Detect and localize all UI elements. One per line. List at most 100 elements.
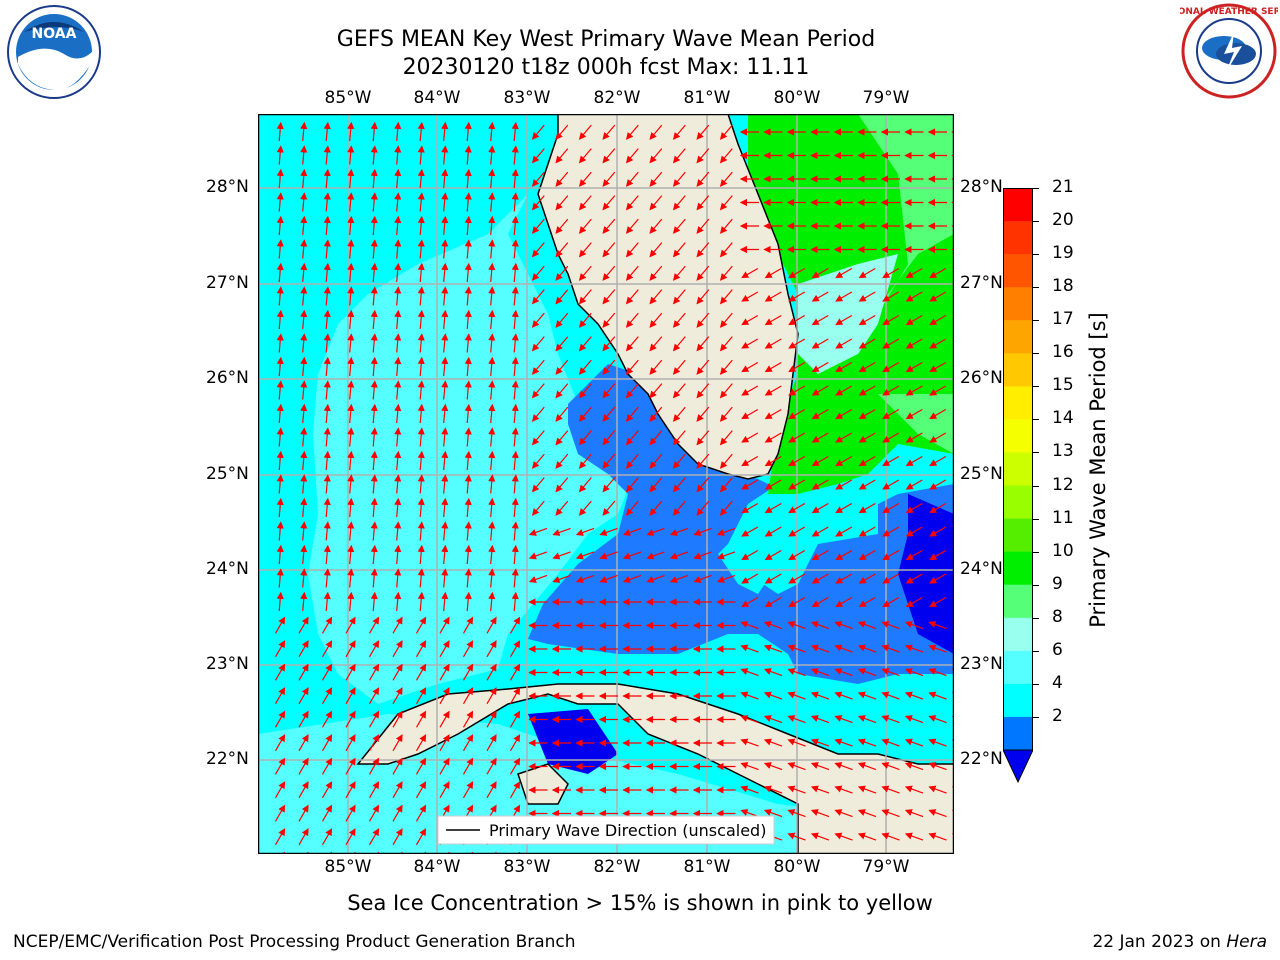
wave-arrow: [810, 762, 830, 771]
wave-arrow: [300, 427, 308, 447]
wave-arrow: [300, 591, 308, 612]
wave-arrow: [555, 195, 569, 211]
wave-arrow: [787, 832, 806, 841]
wave-arrow: [929, 338, 947, 349]
wave-arrow: [555, 430, 569, 446]
wave-arrow: [788, 502, 806, 514]
wave-arrow: [810, 644, 830, 653]
wave-arrow: [370, 427, 378, 447]
wave-arrow: [904, 715, 924, 724]
colorbar-segment: [1003, 617, 1033, 652]
wave-arrow: [300, 309, 308, 330]
colorbar-tick-label: 12: [1052, 474, 1074, 495]
wave-arrow: [672, 453, 686, 469]
colorbar-tick-label: 17: [1052, 309, 1074, 330]
wave-arrow: [881, 621, 900, 630]
wave-arrow: [649, 218, 663, 234]
colorbar-tick-mark: [1033, 518, 1039, 520]
wave-arrow: [323, 121, 331, 142]
wave-arrow: [787, 785, 806, 794]
wave-arrow: [394, 356, 402, 377]
wave-arrow: [370, 521, 378, 541]
wave-arrow: [602, 148, 616, 164]
wave-arrow: [486, 616, 497, 634]
wave-arrow: [811, 291, 829, 302]
wave-arrow: [741, 408, 759, 420]
wave-arrow: [300, 121, 308, 142]
colorbar-tick-mark: [1033, 485, 1039, 487]
wave-arrow: [298, 710, 309, 728]
wave-arrow: [370, 309, 378, 330]
wave-arrow: [488, 450, 496, 471]
wave-arrow: [370, 450, 378, 471]
wave-arrow: [531, 312, 545, 328]
wave-arrow: [394, 568, 402, 588]
wave-arrow: [858, 432, 876, 443]
wave-arrow: [276, 215, 284, 236]
wave-arrow: [672, 359, 686, 375]
wave-arrow: [625, 453, 639, 469]
colorbar-segment: [1003, 353, 1033, 387]
wave-arrow: [464, 309, 472, 330]
wave-arrow: [858, 408, 876, 420]
wave-arrow: [928, 785, 947, 794]
wave-arrow: [719, 500, 733, 516]
wave-arrow: [528, 551, 548, 560]
wave-arrow: [763, 644, 783, 653]
wave-arrow: [323, 145, 331, 165]
wave-arrow: [488, 568, 496, 588]
wave-arrow: [370, 262, 378, 283]
wave-arrow: [488, 192, 496, 212]
wave-arrow: [835, 267, 853, 279]
wave-arrow: [276, 591, 284, 612]
wave-arrow: [696, 171, 710, 187]
wave-arrow: [904, 785, 924, 794]
wave-arrow: [599, 527, 618, 536]
wave-arrow: [764, 291, 782, 302]
wave-arrow: [276, 403, 284, 424]
wave-arrow: [811, 573, 829, 584]
lon-label-top: 83°W: [503, 88, 551, 108]
wave-arrow: [464, 262, 472, 283]
lat-label-right: 23°N: [960, 654, 1003, 674]
wave-arrow: [394, 121, 402, 142]
wave-arrow: [462, 781, 474, 799]
wave-arrow: [441, 427, 449, 447]
wave-arrow: [763, 762, 783, 771]
wave-arrow: [763, 785, 783, 794]
lat-label-left: 23°N: [206, 654, 249, 674]
footer-date: 22 Jan 2023 on Hera: [1092, 932, 1267, 952]
wave-arrow: [696, 477, 710, 493]
wave-arrow: [509, 663, 521, 681]
colorbar-segment: [1003, 551, 1033, 586]
wave-arrow: [323, 591, 331, 612]
wave-arrow: [488, 333, 496, 353]
wave-arrow: [464, 215, 472, 236]
wave-arrow: [622, 527, 642, 536]
wave-arrow: [300, 333, 308, 353]
wave-arrow: [509, 757, 521, 775]
colorbar-tick-mark: [1033, 287, 1039, 289]
colorbar-tick-label: 21: [1052, 177, 1074, 197]
wave-arrow: [696, 148, 710, 164]
colorbar-tick-label: 18: [1052, 276, 1074, 297]
wave-arrow: [578, 312, 592, 328]
wave-arrow: [321, 781, 333, 799]
wave-arrow: [488, 356, 496, 377]
wave-arrow: [345, 616, 356, 634]
wave-arrow: [555, 289, 569, 305]
wave-arrow: [882, 479, 900, 490]
colorbar-tick-label: 14: [1052, 408, 1074, 429]
wave-arrow: [555, 383, 569, 399]
wave-arrow: [764, 549, 782, 561]
wave-arrow: [763, 738, 783, 747]
wave-arrow: [810, 668, 830, 677]
colorbar-tick-label: 19: [1052, 243, 1074, 264]
wave-arrow: [511, 215, 519, 236]
wave-arrow: [417, 215, 425, 236]
wave-arrow: [300, 168, 308, 189]
wave-arrow: [323, 474, 331, 494]
wave-arrow: [488, 262, 496, 283]
wave-arrow: [719, 430, 733, 446]
wave-arrow: [394, 309, 402, 330]
